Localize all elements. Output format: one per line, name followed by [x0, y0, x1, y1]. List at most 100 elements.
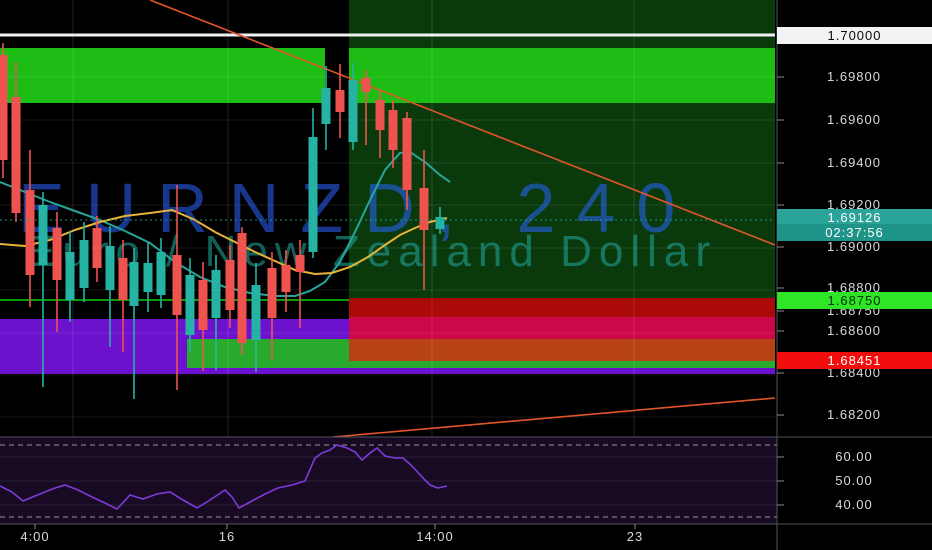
watermark-description: Euro / New Zealand Dollar [26, 227, 717, 276]
zone-supply-bright-left[interactable] [0, 48, 325, 103]
candle-body [251, 285, 261, 340]
candle-body [267, 268, 277, 318]
candle-body [52, 228, 62, 280]
candle[interactable] [105, 226, 115, 347]
candle[interactable] [79, 222, 89, 302]
candle[interactable] [251, 263, 261, 372]
candle[interactable] [211, 255, 221, 370]
candle-body [295, 255, 305, 272]
zone-demand-green-left[interactable] [187, 339, 349, 371]
moving-averages-layer [0, 150, 451, 297]
rsi-line[interactable] [0, 444, 448, 510]
zone-supply-bright-right[interactable] [349, 48, 775, 103]
price-axis-label: 1.69400 [827, 155, 881, 170]
time-axis-label: 23 [626, 529, 644, 544]
candle[interactable] [129, 248, 139, 399]
descending-trendline[interactable] [149, 0, 776, 246]
price-axis-label: 1.68200 [827, 407, 881, 422]
candle[interactable] [295, 240, 305, 328]
candle-body [308, 137, 318, 252]
candle-body [321, 88, 331, 124]
candle-body [335, 90, 345, 112]
zone-zone-crimson-right[interactable] [349, 317, 775, 339]
candle[interactable] [388, 100, 398, 168]
candle-body [361, 78, 371, 92]
candle-body [375, 100, 385, 130]
price-axis-label: 1.69200 [827, 197, 881, 212]
candle-body [105, 246, 115, 290]
candle[interactable] [321, 66, 331, 150]
zone-zone-red-right[interactable] [349, 298, 775, 317]
candle-body [185, 275, 195, 335]
zone-zone-rust-right[interactable] [349, 339, 775, 361]
candle[interactable] [348, 63, 358, 150]
candle[interactable] [237, 227, 247, 355]
candle[interactable] [375, 90, 385, 158]
candle[interactable] [143, 242, 153, 312]
candle-body [435, 217, 445, 229]
candle-body [348, 80, 358, 142]
candle-body [402, 118, 412, 190]
time-axis-label: 14:00 [416, 529, 454, 544]
time-axis-label: 16 [218, 529, 236, 544]
candle[interactable] [402, 112, 412, 210]
candle-body [281, 265, 291, 292]
red-level-badge: 1.68451 [777, 352, 932, 369]
candle[interactable] [419, 150, 429, 290]
candle[interactable] [38, 192, 48, 387]
time-axis-label: 4:00 [20, 529, 50, 544]
candle-body [25, 190, 35, 275]
candle[interactable] [11, 62, 21, 222]
candle[interactable] [52, 212, 62, 332]
candle-body [143, 263, 153, 292]
trendlines-layer [149, 0, 776, 438]
candle-body [38, 205, 48, 265]
candle[interactable] [335, 64, 345, 138]
candle-body [419, 188, 429, 230]
candle[interactable] [92, 216, 102, 282]
candle[interactable] [25, 150, 35, 307]
ascending-trendline[interactable] [332, 397, 776, 438]
candle[interactable] [281, 250, 291, 312]
zone-purple-strip-full[interactable] [0, 368, 775, 374]
candle[interactable] [156, 238, 166, 308]
candle-body [118, 258, 128, 300]
candle[interactable] [118, 240, 128, 352]
ma-slow-line[interactable] [0, 150, 451, 297]
rsi-axis-label: 60.00 [835, 449, 873, 464]
watermark-symbol: EURNZD, 240 [18, 169, 696, 247]
candle-body [237, 233, 247, 343]
rsi-pane-layer [0, 437, 777, 524]
rsi-pane-background[interactable] [0, 437, 777, 524]
candle-body [198, 280, 208, 330]
candle[interactable] [308, 108, 318, 258]
zone-zone-green-right[interactable] [349, 361, 775, 368]
candle[interactable] [361, 70, 371, 145]
candle[interactable] [185, 258, 195, 352]
rsi-axis-label: 50.00 [835, 473, 873, 488]
zones-layer [0, 0, 775, 374]
candle[interactable] [267, 252, 277, 360]
green-line-badge: 1.68750 [777, 292, 932, 309]
candle[interactable] [198, 262, 208, 371]
price-axis-label: 1.68800 [827, 280, 881, 295]
candles-layer [0, 43, 445, 399]
rsi-axis-label: 40.00 [835, 497, 873, 512]
candle-body [79, 240, 89, 288]
last-price-badge: 1.69126 [777, 209, 932, 226]
candle[interactable] [172, 185, 182, 390]
candle-body [92, 228, 102, 268]
candle[interactable] [65, 231, 75, 322]
candle-body [172, 255, 182, 315]
ma-fast-line[interactable] [0, 208, 448, 276]
candle[interactable] [0, 43, 8, 178]
candle[interactable] [225, 245, 235, 328]
price-axis-label: 1.69600 [827, 112, 881, 127]
price-axis-label: 1.68400 [827, 365, 881, 380]
bar-countdown-badge: 02:37:56 [777, 224, 932, 241]
candle-body [211, 270, 221, 318]
candle-body [129, 262, 139, 306]
